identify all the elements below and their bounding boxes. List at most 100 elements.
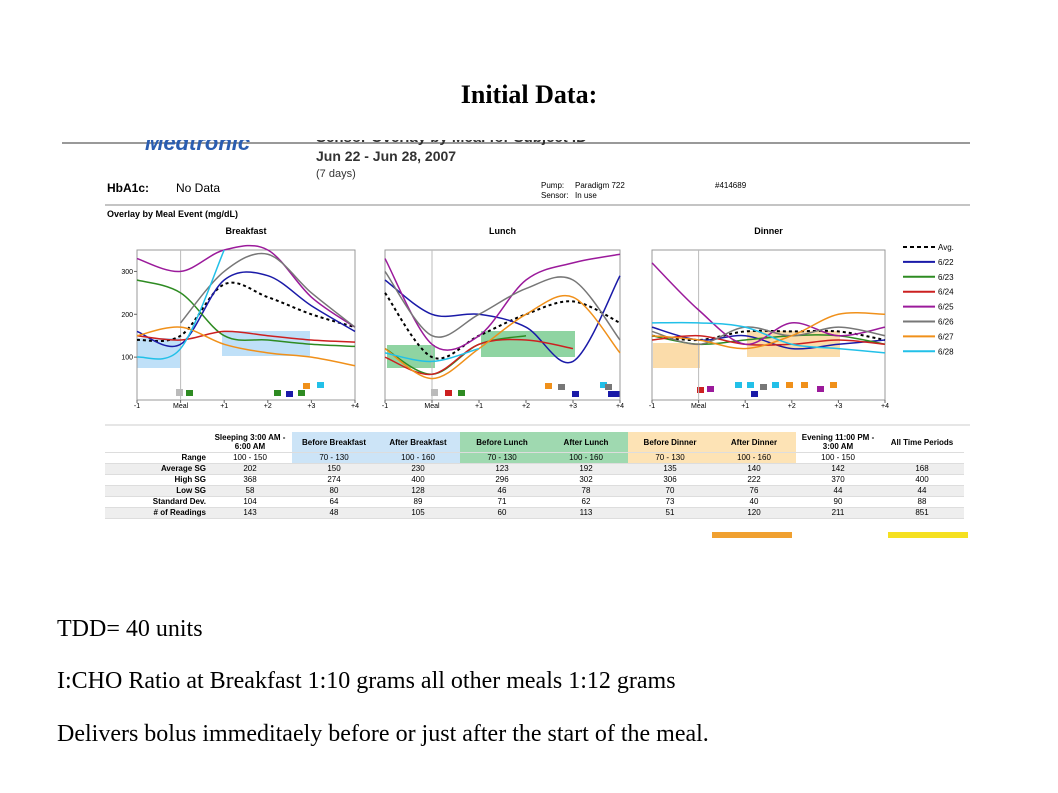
pump-value: Paradigm 722 xyxy=(575,181,625,190)
table-cell: 60 xyxy=(460,507,544,519)
table-cell: 70 - 130 xyxy=(628,452,712,464)
legend-label: 6/26 xyxy=(938,318,954,327)
legend-label: Avg. xyxy=(938,243,954,252)
x-tick-label: +3 xyxy=(307,403,315,410)
legend-label: 6/23 xyxy=(938,273,954,282)
table-cell: High SG xyxy=(105,474,208,486)
table-cell: 168 xyxy=(880,463,964,475)
bolus-markers xyxy=(176,382,837,397)
report-heading: Sensor Overlay by Meal for Subject ID xyxy=(316,129,587,146)
overlay-title: Overlay by Meal Event (mg/dL) xyxy=(107,209,238,219)
table-cell: 80 xyxy=(292,485,376,497)
x-tick-label: +2 xyxy=(522,403,530,410)
series-line xyxy=(651,311,886,350)
table-cell: Before Dinner xyxy=(628,432,712,453)
above-target-swatch xyxy=(888,532,968,538)
table-cell: 100 - 160 xyxy=(544,452,628,464)
table-cell: After Dinner xyxy=(712,432,796,453)
table-row: Standard Dev. 104 64 89 71 62 73 40 90 88 xyxy=(105,496,964,508)
series-line xyxy=(384,253,621,351)
table-cell: All Time Periods xyxy=(880,432,964,453)
table-cell: 48 xyxy=(292,507,376,519)
x-tick-label: +1 xyxy=(741,403,749,410)
days: (7 days) xyxy=(316,168,356,180)
series-line xyxy=(136,326,356,367)
series-line xyxy=(180,252,356,328)
table-cell: 192 xyxy=(544,463,628,475)
table-cell: 70 - 130 xyxy=(460,452,544,464)
y-tick-label: 300 xyxy=(121,269,133,276)
series-line xyxy=(136,281,356,343)
table-cell: 58 xyxy=(208,485,292,497)
table-row: Sleeping 3:00 AM - 6:00 AM Before Breakfa… xyxy=(105,432,964,453)
table-cell: 120 xyxy=(712,507,796,519)
table-cell: 100 - 160 xyxy=(376,452,460,464)
x-tick-label: +4 xyxy=(616,403,624,410)
series-line xyxy=(651,321,886,354)
table-cell: 202 xyxy=(208,463,292,475)
table-row: Low SG 58 80 128 46 78 70 76 44 44 xyxy=(105,485,964,497)
series-line xyxy=(136,279,356,348)
note: Delivers bolus immeditaely before or jus… xyxy=(57,721,709,747)
x-tick-label: +4 xyxy=(351,403,359,410)
table-cell: 78 xyxy=(544,485,628,497)
x-tick-label: Meal xyxy=(424,403,440,410)
table-cell: Average SG xyxy=(105,463,208,475)
table-cell xyxy=(105,432,208,453)
x-tick-label: +1 xyxy=(220,403,228,410)
table-cell: 302 xyxy=(544,474,628,486)
x-tick-label: -1 xyxy=(134,403,140,410)
table-cell: 113 xyxy=(544,507,628,519)
table-cell: 44 xyxy=(796,485,880,497)
series-line xyxy=(384,347,480,363)
y-tick-label: 100 xyxy=(121,355,133,362)
table-cell: 128 xyxy=(376,485,460,497)
series-line xyxy=(136,244,356,328)
table-cell: 230 xyxy=(376,463,460,475)
table-cell: 70 - 130 xyxy=(292,452,376,464)
table-cell: Low SG xyxy=(105,485,208,497)
plot-frame xyxy=(136,249,356,401)
table-cell: 150 xyxy=(292,463,376,475)
x-tick-label: -1 xyxy=(382,403,388,410)
table-cell: 76 xyxy=(712,485,796,497)
table-row: High SG 368 274 400 296 302 306 222 370 400 xyxy=(105,474,964,486)
table-cell: Evening 11:00 PM - 3:00 AM xyxy=(796,432,880,453)
series-line xyxy=(384,338,574,376)
table-cell: 274 xyxy=(292,474,376,486)
table-cell: 64 xyxy=(292,496,376,508)
table-cell: 222 xyxy=(712,474,796,486)
table-cell: 104 xyxy=(208,496,292,508)
panel-title: Dinner xyxy=(754,226,783,236)
x-tick-label: +3 xyxy=(569,403,577,410)
table-cell: 62 xyxy=(544,496,628,508)
table-cell: 296 xyxy=(460,474,544,486)
x-tick-label: -1 xyxy=(649,403,655,410)
table-row: Range 100 - 150 70 - 130 100 - 160 70 - 130 1… xyxy=(105,452,964,464)
legend-label: 6/27 xyxy=(938,332,954,341)
table-cell: Sleeping 3:00 AM - 6:00 AM xyxy=(208,432,292,453)
table-cell: 370 xyxy=(796,474,880,486)
target-box xyxy=(653,343,700,368)
table-row: Average SG 202 150 230 123 192 135 140 142 168 xyxy=(105,463,964,475)
x-tick-label: +2 xyxy=(264,403,272,410)
table-cell: 73 xyxy=(628,496,712,508)
table-cell: 211 xyxy=(796,507,880,519)
table-cell: Standard Dev. xyxy=(105,496,208,508)
table-cell: 51 xyxy=(628,507,712,519)
table-cell: 306 xyxy=(628,474,712,486)
plot-frame xyxy=(384,249,621,401)
table-cell xyxy=(880,452,964,464)
table-cell: 140 xyxy=(712,463,796,475)
x-tick-label: +4 xyxy=(881,403,889,410)
target-box xyxy=(387,345,435,368)
below-target-swatch xyxy=(712,532,792,538)
series-line xyxy=(384,294,621,380)
series-line xyxy=(136,271,356,348)
legend-label: 6/22 xyxy=(938,258,954,267)
plots: Breakfast -1 Meal +1 +2 +3 +4 100 200 300 Lunch -1 M… xyxy=(121,226,954,410)
serial: #414689 xyxy=(715,181,747,190)
table-row: # of Readings 143 48 105 60 113 51 120 211 851 xyxy=(105,507,964,519)
